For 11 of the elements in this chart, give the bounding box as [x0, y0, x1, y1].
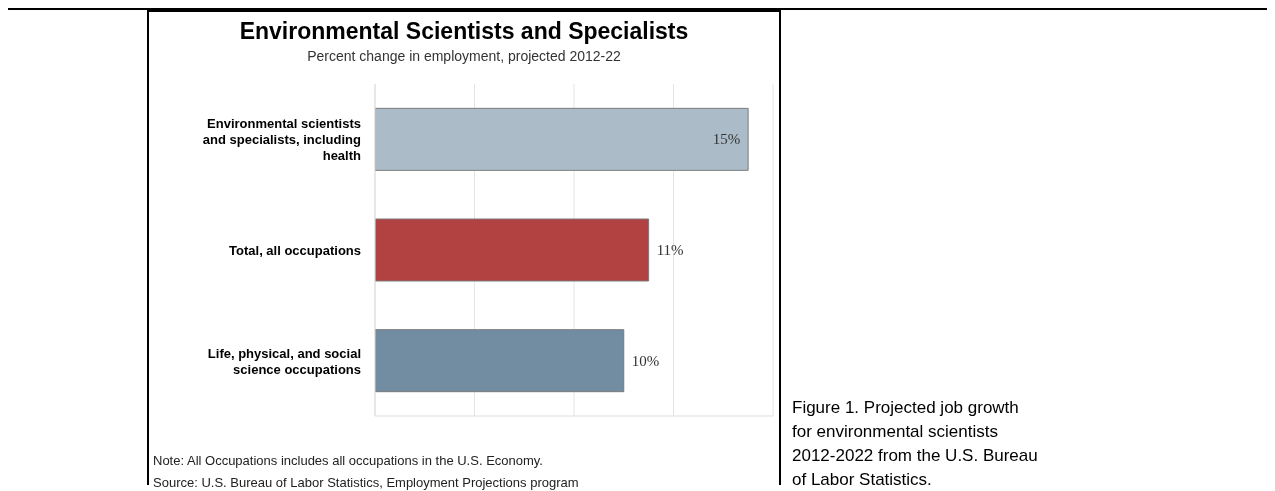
y-tick-label: Total, all occupations [229, 242, 361, 258]
data-label: 15% [712, 131, 741, 148]
text: Note: All Occupations includes all occupations in the U.S. Economy. [153, 452, 544, 470]
data-label: 10% [631, 352, 660, 369]
caption: Figure 1. Projected job growth for environmental scientists 2012-2022 from the U.S. Bureau of Labor Statistics. [792, 397, 1039, 491]
chart-title: Environmental Scientists and Specialists [238, 18, 690, 45]
source-note: Source: U.S. Bureau of Labor Statistics, Employment Projections program [153, 474, 579, 491]
data-label: 11% [656, 242, 684, 259]
chart-subtitle: Percent change in employment, projected 2012-22 [306, 48, 622, 64]
y-tick-label: Environmental scientists and specialists, including health [202, 115, 362, 163]
y-tick-label: Life, physical, and social science occupations [207, 345, 361, 377]
